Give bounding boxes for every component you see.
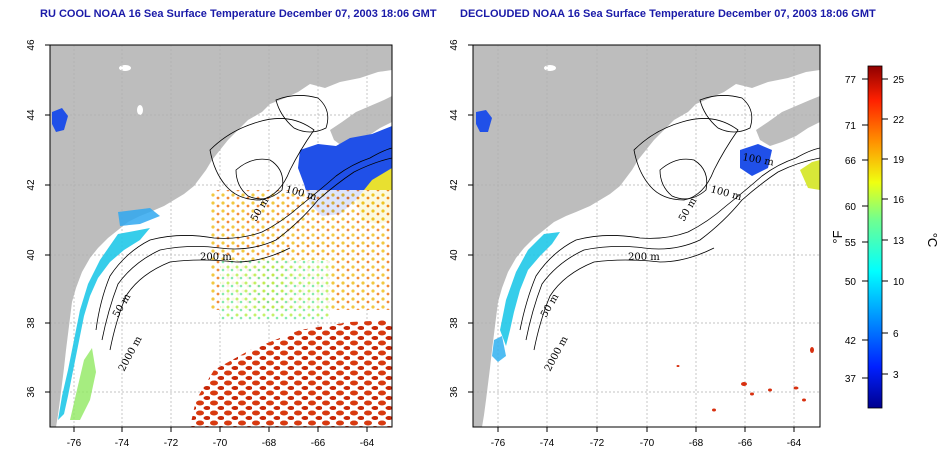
colorbar-gradient	[867, 65, 883, 409]
f-tick: 60	[845, 202, 857, 213]
lat-tick: 42	[26, 179, 37, 191]
c-tick: 16	[893, 195, 905, 206]
c-tick: 25	[893, 75, 905, 86]
land-mass	[473, 45, 820, 427]
c-tick: 13	[893, 236, 905, 247]
lon-tick: -76	[491, 438, 506, 449]
left-panel-title: RU COOL NOAA 16 Sea Surface Temperature …	[40, 8, 437, 20]
lat-tick: 46	[449, 39, 460, 51]
left-lon-axis: -76 -74 -72 -70 -68 -66 -64	[67, 438, 375, 449]
left-lat-axis: 46 44 42 40 38 36	[26, 39, 37, 398]
sst-coastal-band	[58, 228, 150, 420]
lon-tick: -66	[311, 438, 326, 449]
lat-tick: 40	[26, 249, 37, 261]
right-panel-title: DECLOUDED NOAA 16 Sea Surface Temperatur…	[460, 8, 876, 20]
sst-cold-patch-lake	[52, 108, 68, 132]
nova-scotia-land	[756, 96, 820, 146]
lat-tick: 44	[26, 109, 37, 121]
colorbar-celsius-ticks: 25 22 19 16 13 10 6 3	[893, 75, 905, 381]
lon-tick: -72	[590, 438, 605, 449]
lon-tick: -64	[360, 438, 375, 449]
sst-cold-patch-lake	[476, 110, 492, 132]
contour-label-200m: 200 m	[628, 252, 660, 263]
land-mass	[50, 45, 392, 427]
right-lon-axis: -76 -74 -72 -70 -68 -66 -64	[491, 438, 802, 449]
f-tick: 77	[845, 75, 857, 86]
lon-tick: -68	[689, 438, 704, 449]
lon-tick: -76	[67, 438, 82, 449]
lon-tick: -72	[164, 438, 179, 449]
c-tick: 3	[893, 370, 899, 381]
c-tick: 10	[893, 277, 905, 288]
sst-coastal-green	[70, 348, 96, 420]
sst-cold-patch-north	[740, 144, 772, 176]
lat-tick: 42	[449, 179, 460, 191]
c-tick: 19	[893, 155, 905, 166]
right-lat-axis: 46 44 42 40 38 36	[449, 39, 460, 398]
lon-tick: -74	[540, 438, 555, 449]
f-tick: 66	[845, 156, 857, 167]
fahrenheit-label: °F	[830, 230, 845, 243]
lon-tick: -70	[640, 438, 655, 449]
nova-scotia-land	[330, 96, 392, 146]
lon-tick: -74	[115, 438, 130, 449]
sst-cold-southwest	[118, 208, 160, 226]
sst-green-speckle	[220, 260, 330, 320]
left-map-panel: 100 m 50 m 200 m 50 m 2000 m 46 44 42 40…	[26, 39, 393, 449]
sst-colorbar: 77 71 66 60 55 50 42 37 25 22 19 16 13 1…	[830, 65, 940, 409]
lat-tick: 38	[449, 317, 460, 329]
f-tick: 42	[845, 336, 857, 347]
c-tick: 22	[893, 115, 905, 126]
f-tick: 50	[845, 277, 857, 288]
sst-warm-south	[190, 320, 392, 427]
c-tick: 6	[893, 329, 899, 340]
lat-tick: 36	[449, 386, 460, 398]
lat-tick: 44	[449, 109, 460, 121]
lat-tick: 40	[449, 249, 460, 261]
lat-tick: 38	[26, 317, 37, 329]
lon-tick: -68	[262, 438, 277, 449]
colorbar-fahrenheit-ticks: 77 71 66 60 55 50 42 37	[845, 75, 857, 385]
sst-warm-specks	[676, 347, 814, 412]
lon-tick: -66	[738, 438, 753, 449]
f-tick: 55	[845, 238, 857, 249]
contour-label-200m: 200 m	[200, 252, 232, 263]
f-tick: 37	[845, 374, 857, 385]
sst-coastal-south	[492, 336, 506, 362]
lat-tick: 46	[26, 39, 37, 51]
lon-tick: -64	[787, 438, 802, 449]
sst-warm-east	[800, 160, 820, 190]
lat-tick: 36	[26, 386, 37, 398]
f-tick: 71	[845, 121, 857, 132]
lon-tick: -70	[213, 438, 228, 449]
celsius-label: °C	[925, 233, 940, 248]
sst-coastal-band	[500, 232, 560, 346]
right-map-panel: 100 m 100 m 50 m 200 m 50 m 2000 m 46 44…	[449, 39, 821, 449]
